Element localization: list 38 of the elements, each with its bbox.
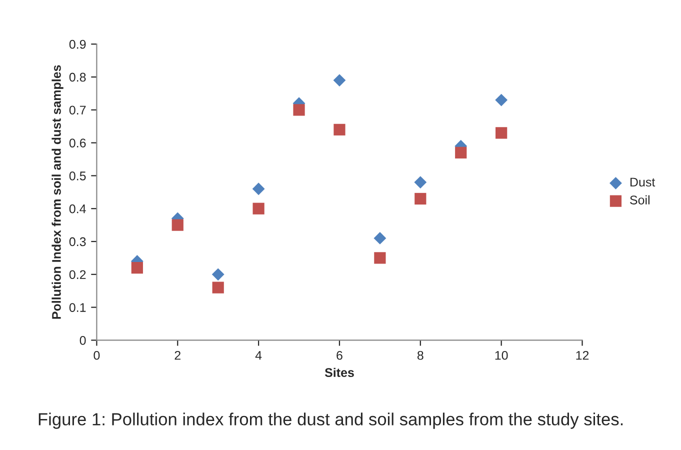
point <box>212 282 224 294</box>
y-tick-label: 0.4 <box>69 204 86 214</box>
y-tick-label: 0.5 <box>69 172 86 180</box>
point <box>212 268 224 281</box>
point <box>252 182 265 196</box>
y-tick-label: 0.7 <box>69 106 86 115</box>
y-tick-label: 0.6 <box>69 138 86 148</box>
point <box>172 219 184 231</box>
x-tick-label: 2 <box>174 350 180 360</box>
x-axis-title: Sites <box>324 368 354 378</box>
point <box>414 176 427 188</box>
point <box>414 192 426 205</box>
point <box>334 124 346 136</box>
x-tick-label: 0 <box>94 350 100 360</box>
x-tick-label: 8 <box>417 350 424 360</box>
y-tick-label: 0 <box>80 336 86 345</box>
point <box>496 127 508 139</box>
caption: Figure 1: Pollution index from the dust and soil samples from the study sites. <box>38 412 623 429</box>
x-tick-label: 12 <box>576 350 589 360</box>
point <box>252 202 264 214</box>
y-tick-label: 0.2 <box>69 270 86 280</box>
point <box>374 252 386 264</box>
y-tick-label: 0.1 <box>69 303 86 312</box>
y-tick-label: 0.9 <box>69 40 86 49</box>
y-tick-label: 0.3 <box>69 237 86 246</box>
legend-label: Soil <box>630 195 650 204</box>
point <box>293 104 305 116</box>
point <box>333 74 346 86</box>
x-tick-label: 6 <box>336 350 342 360</box>
y-axis-title: Pollution Index from soil and dust samples <box>52 65 64 319</box>
y-tick-label: 0.8 <box>69 72 86 82</box>
point <box>131 262 143 274</box>
point <box>455 146 467 158</box>
x-tick-label: 10 <box>495 350 508 360</box>
point <box>495 94 508 106</box>
x-tick-label: 4 <box>255 351 262 360</box>
legend-label: Dust <box>630 178 656 187</box>
point <box>374 232 386 244</box>
